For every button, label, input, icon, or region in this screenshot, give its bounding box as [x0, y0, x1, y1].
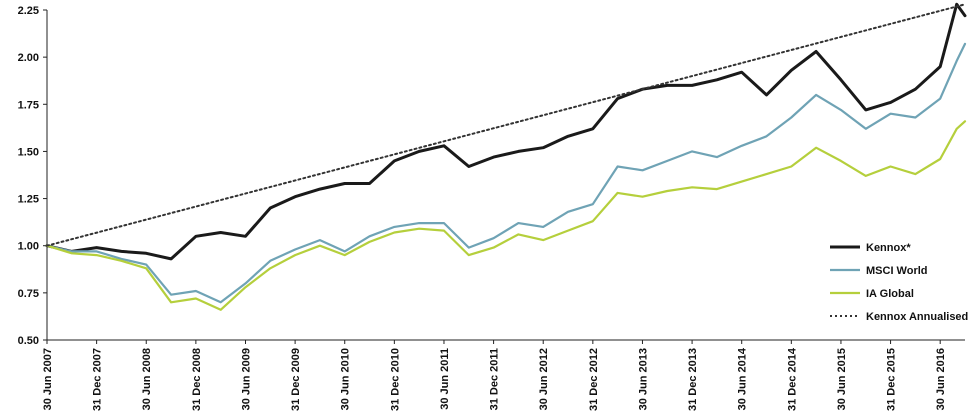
x-tick-label: 31 Dec 2012	[588, 348, 600, 411]
y-tick-label: 2.25	[18, 5, 39, 17]
x-tick-label: 30 Jun 2012	[538, 348, 550, 410]
x-tick-label: 31 Dec 2010	[389, 348, 401, 411]
x-tick-label: 31 Dec 2007	[92, 348, 104, 411]
series-line-ia-global	[45, 120, 967, 311]
y-tick-label: 0.75	[18, 288, 39, 300]
x-tick-label: 30 Jun 2009	[240, 348, 252, 410]
y-tick-label: 1.25	[18, 194, 39, 206]
y-tick-label: 1.00	[18, 241, 39, 253]
x-tick-label: 31 Dec 2011	[489, 348, 501, 410]
y-tick-label: 2.00	[18, 52, 39, 64]
series-line-kennox-annualised	[46, 3, 966, 247]
x-tick-label: 31 Dec 2009	[290, 348, 302, 411]
x-tick-label: 31 Dec 2015	[886, 348, 898, 411]
x-tick-label: 31 Dec 2014	[786, 347, 798, 411]
legend-label: Kennox*	[866, 242, 911, 254]
x-tick-label: 30 Jun 2014	[737, 347, 749, 410]
x-tick-label: 30 Jun 2011	[439, 348, 451, 410]
x-tick-label: 30 Jun 2010	[340, 348, 352, 410]
legend-label: MSCI World	[866, 265, 928, 277]
chart-axes: 0.50 0.75 1.00 1.25 1.50 1.75 2.00 2.25 30 Jun 2…	[18, 5, 965, 411]
y-tick-label: 0.50	[18, 335, 39, 347]
x-tick-label: 30 Jun 2016	[935, 348, 947, 410]
chart-series-lines	[45, 2, 967, 311]
chart-legend: Kennox* MSCI World IA Global Kennox Annuali…	[830, 242, 968, 323]
series-line-kennox	[45, 2, 967, 261]
y-tick-label: 1.50	[18, 146, 39, 158]
x-tick-label: 30 Jun 2007	[42, 348, 54, 410]
x-tick-label: 30 Jun 2008	[141, 348, 153, 410]
legend-label: IA Global	[866, 288, 914, 300]
x-tick-label: 31 Dec 2013	[687, 348, 699, 411]
x-tick-label: 30 Jun 2013	[637, 348, 649, 410]
x-tick-label: 30 Jun 2015	[836, 348, 848, 410]
legend-label: Kennox Annualised	[866, 311, 968, 323]
x-tick-label: 31 Dec 2008	[191, 348, 203, 411]
y-tick-label: 1.75	[18, 99, 39, 111]
series-line-msci-world	[45, 42, 967, 304]
